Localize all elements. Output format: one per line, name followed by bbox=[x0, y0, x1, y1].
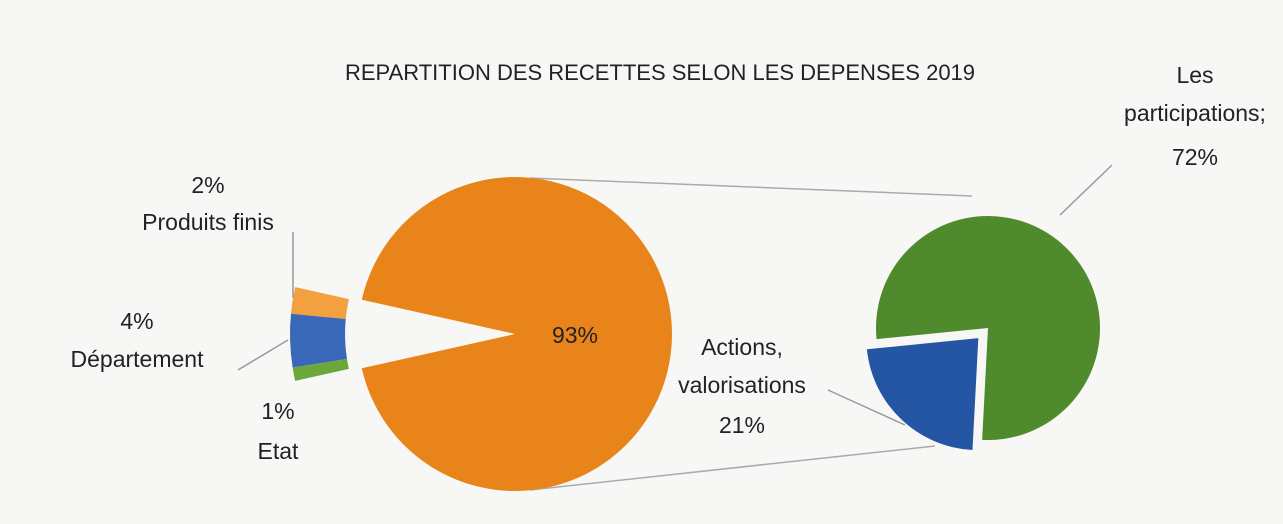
leader-line bbox=[237, 339, 289, 371]
data-label: 21% bbox=[718, 412, 766, 438]
category-label: Etat bbox=[257, 438, 299, 464]
pie-slice bbox=[289, 313, 347, 368]
pie-slice bbox=[866, 338, 979, 450]
connector bbox=[529, 445, 936, 491]
pie-slice bbox=[876, 215, 1100, 440]
data-label: 72% bbox=[1171, 144, 1219, 170]
data-label: 93% bbox=[551, 322, 599, 348]
data-label: 2% bbox=[191, 172, 225, 198]
category-label: Les participations; bbox=[1124, 62, 1266, 126]
category-label: Produits finis bbox=[142, 209, 274, 235]
pie-slice bbox=[361, 177, 672, 492]
data-label: 1% bbox=[261, 398, 295, 424]
pie-slice bbox=[292, 359, 349, 381]
leader-line bbox=[1059, 164, 1113, 216]
pie-slice bbox=[290, 287, 349, 319]
category-label: Département bbox=[70, 346, 204, 372]
connector bbox=[529, 177, 973, 197]
leader-line bbox=[827, 389, 906, 426]
category-label: Actions, valorisations bbox=[678, 334, 806, 398]
chart-title: REPARTITION DES RECETTES SELON LES DEPEN… bbox=[344, 60, 976, 85]
data-label: 4% bbox=[120, 308, 154, 334]
